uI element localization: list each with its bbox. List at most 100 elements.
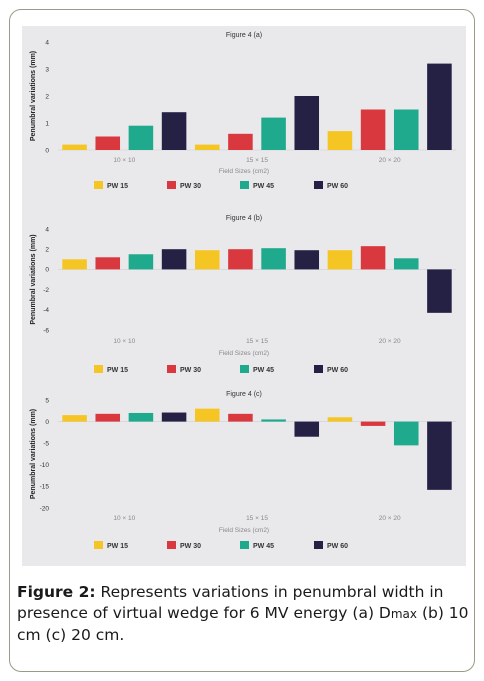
bar-pw45-2	[261, 419, 286, 422]
legend-label: PW 60	[327, 543, 348, 550]
caption-dmax-subscript: max	[390, 607, 418, 621]
bar-pw45-2	[261, 117, 286, 150]
x-category-label: 20 × 20	[379, 157, 401, 164]
y-axis-label: Penumbral variations (mm)	[30, 234, 37, 324]
y-axis-label: Penumbral variations (mm)	[30, 51, 37, 141]
x-category-label: 10 × 10	[113, 157, 135, 164]
legend-swatch	[167, 541, 176, 549]
y-axis-label: Penumbral variations (mm)	[30, 409, 37, 499]
bar-pw30-3	[360, 421, 386, 426]
bar-pw45-2	[261, 248, 286, 270]
bar-pw30-3	[360, 109, 386, 150]
x-axis-label: Field Sizes (cm2)	[219, 168, 269, 175]
bar-pw60-1	[161, 112, 187, 150]
x-category-label: 15 × 15	[246, 157, 268, 164]
legend-label: PW 30	[180, 367, 201, 374]
chart-title: Figure 4 (b)	[226, 215, 262, 222]
legend-label: PW 45	[253, 183, 274, 190]
y-tick-label: -6	[43, 327, 49, 334]
bar-pw45-3	[393, 258, 419, 270]
y-tick-label: 5	[45, 397, 49, 404]
bar-pw30-2	[228, 133, 253, 150]
bar-pw60-2	[294, 96, 320, 150]
chart-panel-c: Figure 4 (c) Penumbral variations (mm) -20…	[22, 384, 466, 566]
x-category-label: 15 × 15	[246, 515, 268, 522]
y-tick-label: 4	[45, 39, 49, 46]
legend-swatch	[314, 365, 323, 373]
legend-label: PW 45	[253, 543, 274, 550]
legend-label: PW 60	[327, 367, 348, 374]
legend-swatch	[167, 365, 176, 373]
legend-swatch	[314, 181, 323, 189]
legend-swatch	[167, 181, 176, 189]
y-tick-label: 0	[45, 267, 49, 274]
caption-lead: Figure 2:	[17, 583, 96, 601]
legend-label: PW 45	[253, 367, 274, 374]
figure-caption: Figure 2: Represents variations in penum…	[17, 582, 469, 646]
x-axis-label: Field Sizes (cm2)	[219, 350, 269, 357]
legend-label: PW 60	[327, 183, 348, 190]
y-tick-label: -2	[43, 287, 49, 294]
y-tick-label: -15	[40, 484, 50, 491]
bar-pw30-1	[95, 136, 121, 150]
legend-swatch	[314, 541, 323, 549]
caption-text-2: (b) 10 cm (c) 20 cm.	[17, 604, 469, 644]
legend-swatch	[94, 181, 103, 189]
chart-panel-b: Figure 4 (b) Penumbral variations (mm) -6 -…	[22, 212, 466, 384]
y-tick-label: -4	[43, 307, 49, 314]
x-category-label: 15 × 15	[246, 338, 268, 345]
bar-pw45-3	[393, 421, 419, 446]
legend-label: PW 30	[180, 183, 201, 190]
y-tick-label: -5	[43, 441, 49, 448]
legend-swatch	[240, 541, 249, 549]
bar-pw45-1	[128, 254, 154, 270]
legend-swatch	[94, 365, 103, 373]
bar-pw45-1	[128, 125, 154, 150]
y-tick-label: 3	[45, 66, 49, 73]
x-category-label: 20 × 20	[379, 338, 401, 345]
bar-pw15-2	[194, 408, 220, 422]
bar-pw60-2	[294, 421, 320, 437]
bar-pw45-3	[393, 109, 419, 150]
bar-pw30-1	[95, 257, 121, 270]
y-tick-label: 2	[45, 93, 49, 100]
y-tick-label: -10	[40, 462, 50, 469]
chart-panel-a: Figure 4 (a) Penumbral variations (mm) 0 1 2…	[22, 26, 466, 212]
x-category-label: 10 × 10	[113, 338, 135, 345]
legend-label: PW 30	[180, 543, 201, 550]
caption-text-1: Represents variations in penumbral width…	[17, 583, 444, 622]
bar-pw60-3	[427, 269, 452, 313]
bar-pw15-3	[327, 250, 353, 270]
x-category-label: 10 × 10	[113, 515, 135, 522]
chart-title: Figure 4 (c)	[226, 391, 262, 398]
bar-pw15-2	[194, 250, 220, 270]
x-category-label: 20 × 20	[379, 515, 401, 522]
legend-label: PW 15	[107, 183, 128, 190]
bar-pw15-3	[327, 417, 353, 422]
legend-label: PW 15	[107, 543, 128, 550]
legend-swatch	[240, 365, 249, 373]
legend-swatch	[94, 541, 103, 549]
bar-pw15-1	[62, 415, 87, 422]
y-tick-label: 4	[45, 226, 49, 233]
legend-swatch	[240, 181, 249, 189]
y-tick-label: 2	[45, 247, 49, 254]
y-tick-label: 0	[45, 147, 49, 154]
bar-pw60-2	[294, 250, 320, 270]
bar-pw30-2	[228, 249, 253, 270]
bar-pw60-3	[427, 421, 452, 490]
bar-pw15-1	[62, 144, 87, 150]
bar-pw60-1	[161, 249, 187, 270]
chart-a-svg: Figure 4 (a) Penumbral variations (mm) 0 1 2…	[30, 32, 456, 190]
y-tick-label: -20	[40, 505, 50, 512]
bar-pw15-3	[327, 131, 353, 150]
bar-pw30-1	[95, 413, 121, 422]
bar-pw30-2	[228, 413, 253, 422]
bar-pw60-1	[161, 412, 187, 422]
bar-pw30-3	[360, 246, 386, 270]
legend-label: PW 15	[107, 367, 128, 374]
y-tick-label: 1	[45, 120, 49, 127]
bar-pw15-1	[62, 259, 87, 270]
y-tick-label: 0	[45, 419, 49, 426]
chart-c-svg: Figure 4 (c) Penumbral variations (mm)-20…	[30, 391, 456, 550]
